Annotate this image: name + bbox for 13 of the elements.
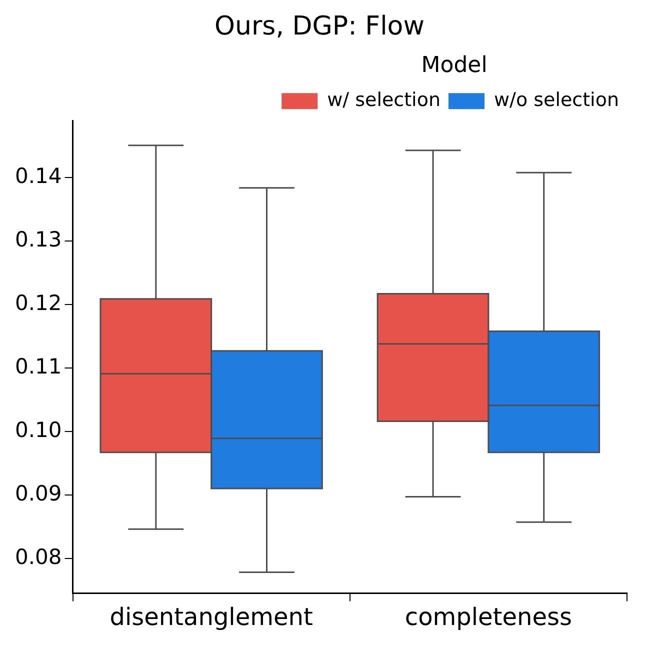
legend-label: w/o selection bbox=[494, 89, 620, 112]
y-tick-label: 0.12 bbox=[14, 291, 62, 316]
x-tick-label: disentanglement bbox=[110, 602, 313, 631]
y-tick-label: 0.13 bbox=[14, 228, 62, 252]
y-tick-label: 0.09 bbox=[14, 481, 62, 506]
y-tick-label: 0.08 bbox=[14, 544, 62, 569]
chart-title: Ours, DGP: Flow bbox=[214, 11, 424, 42]
y-tick-label: 0.10 bbox=[14, 418, 62, 442]
x-tick-label: completeness bbox=[404, 602, 572, 631]
legend-label: w/ selection bbox=[327, 89, 441, 112]
y-tick-label: 0.14 bbox=[14, 164, 62, 188]
legend-title: Model bbox=[421, 52, 488, 78]
y-tick-label: 0.11 bbox=[14, 354, 62, 378]
